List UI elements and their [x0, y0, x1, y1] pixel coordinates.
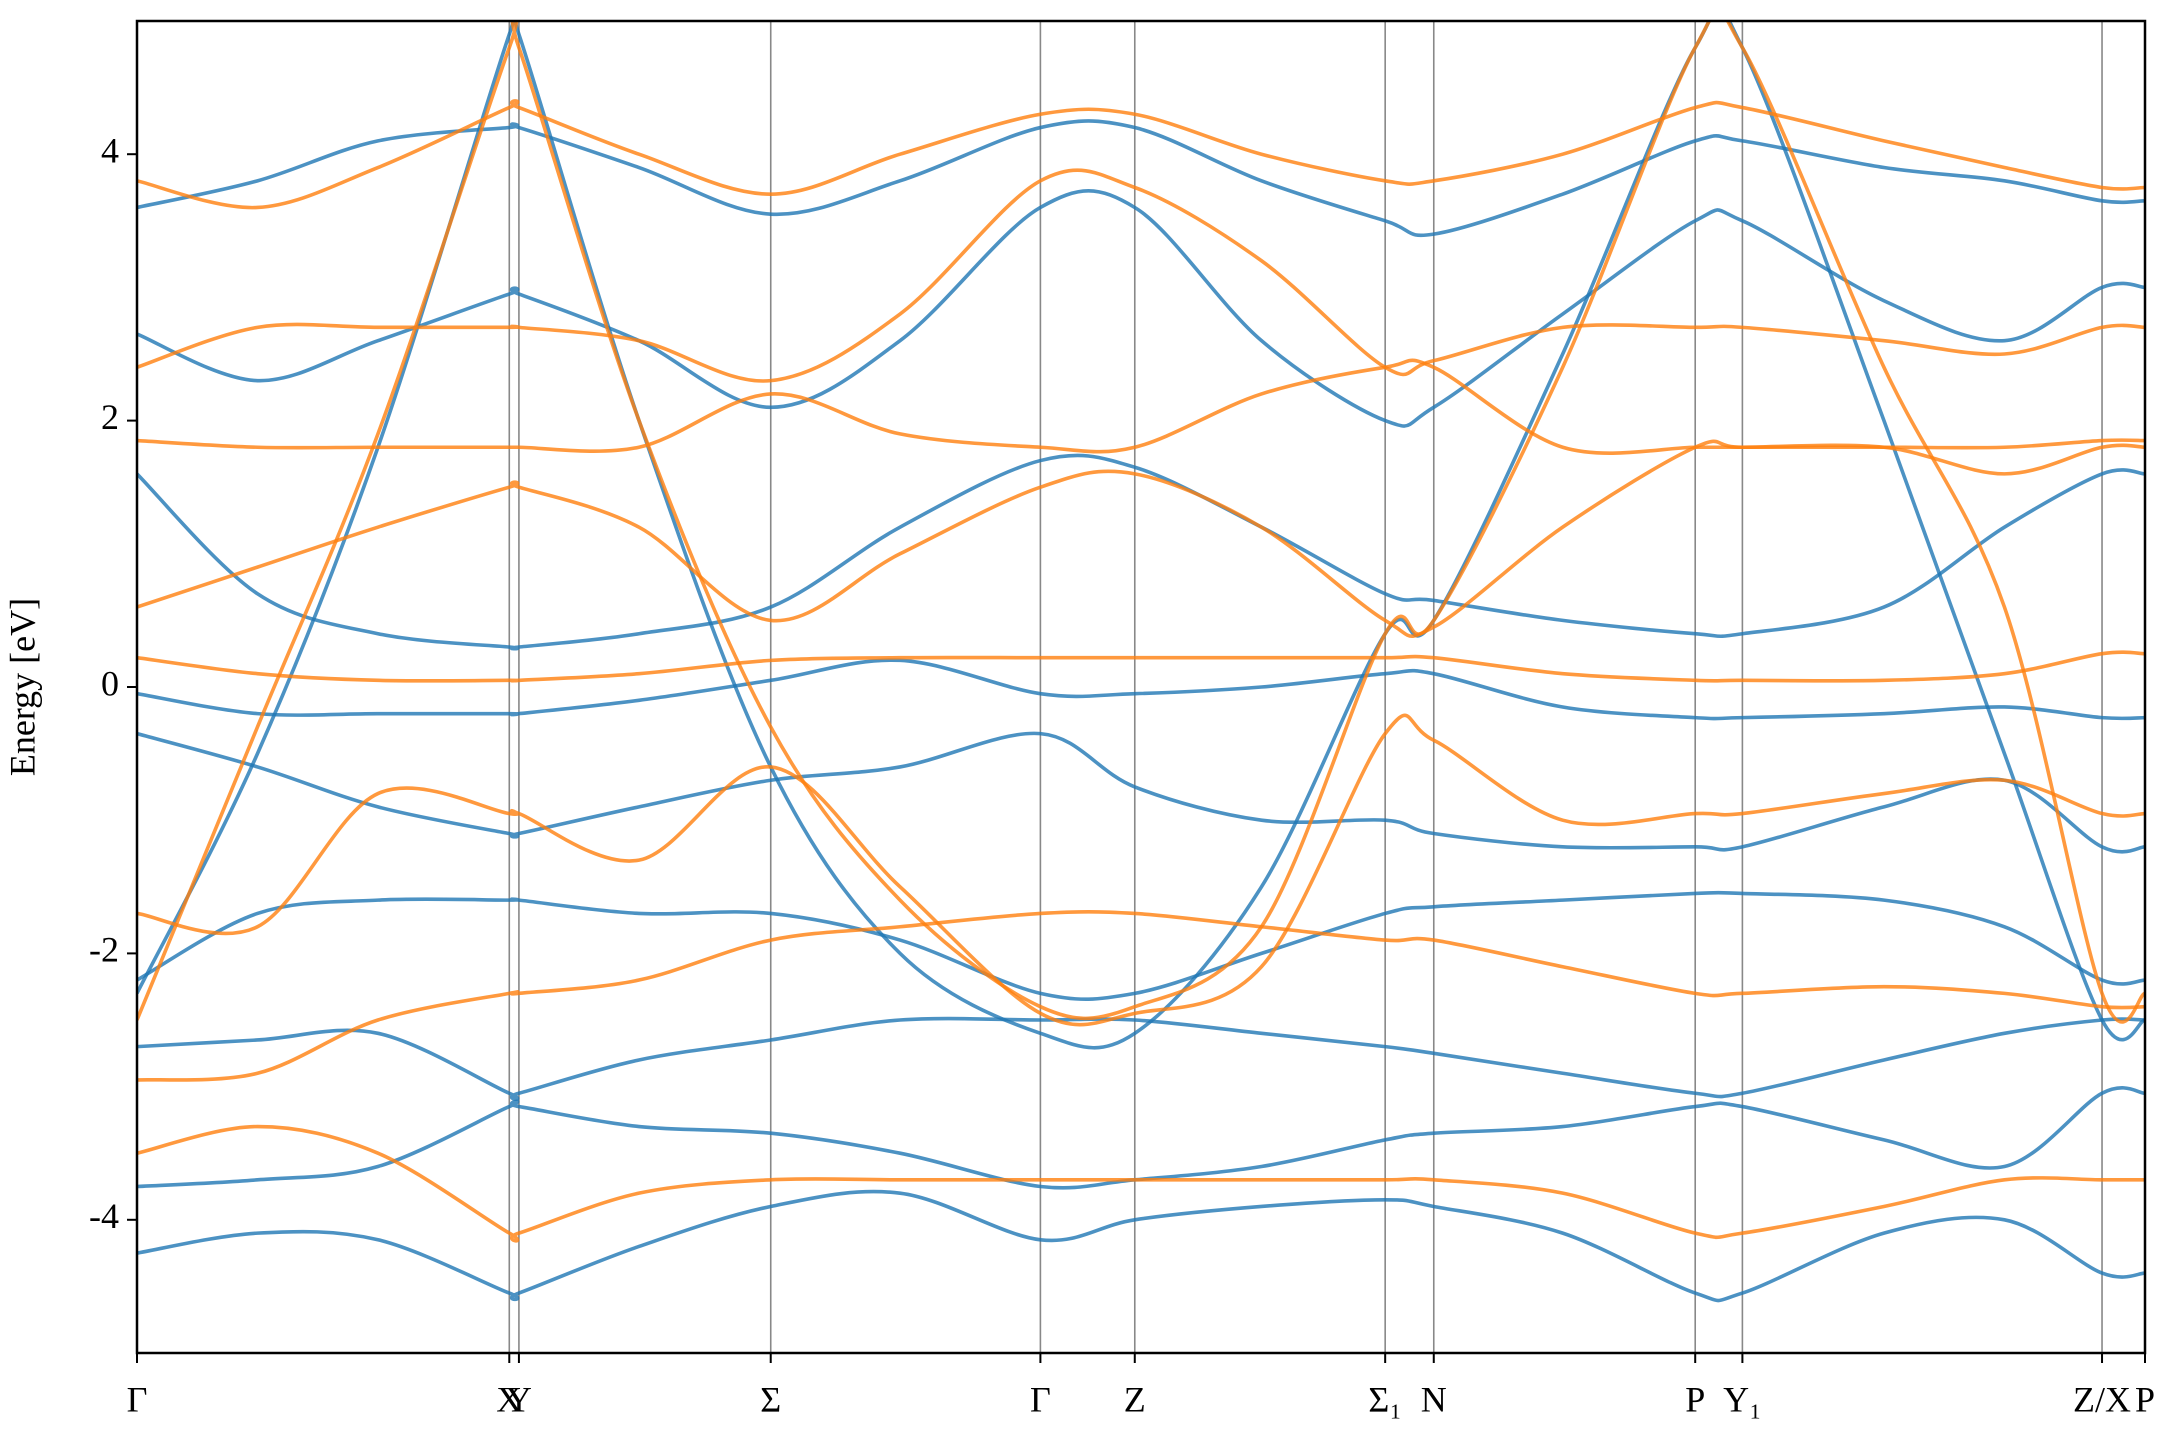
x-tick-label: Z/X — [2073, 1379, 2131, 1419]
y-tick-label: -4 — [89, 1196, 119, 1236]
band-line — [137, 909, 2145, 1082]
band-line — [137, 439, 2145, 638]
x-tick-label: Σ — [760, 1379, 781, 1419]
x-tick-label: Y — [506, 1379, 532, 1419]
band-line — [137, 189, 2145, 428]
band-line — [137, 731, 2145, 854]
band-line — [137, 713, 2145, 1027]
band-line — [137, 168, 2145, 383]
band-line — [137, 453, 2145, 651]
y-tick-label: 2 — [101, 397, 119, 437]
x-tick-label: Γ — [1030, 1379, 1051, 1419]
y-tick-label: -2 — [89, 930, 119, 970]
band-line — [137, 658, 2145, 721]
x-tick-label: Y₁ — [1723, 1379, 1762, 1419]
x-tick-label: N — [1421, 1379, 1447, 1419]
band-line — [137, 650, 2145, 683]
x-tick-label: Γ — [127, 1379, 148, 1419]
band-line — [137, 1189, 2145, 1303]
band-line — [137, 1086, 2145, 1190]
x-tick-label: Z — [1124, 1379, 1146, 1419]
band-line — [137, 99, 2145, 210]
x-tick-label: P — [1685, 1379, 1705, 1419]
y-tick-label: 4 — [101, 130, 119, 170]
x-tick-label: X — [496, 1379, 522, 1419]
x-tick-label: Σ₁ — [1368, 1379, 1402, 1419]
band-line — [137, 119, 2145, 238]
band-line — [137, 358, 2145, 455]
band-line — [137, 1016, 2145, 1101]
plot-frame — [135, 19, 2147, 1355]
bands — [137, 21, 2145, 1303]
x-tick-label: P — [2135, 1379, 2155, 1419]
y-tick-label: 0 — [101, 663, 119, 703]
band-line — [137, 21, 2145, 1024]
band-line — [137, 890, 2145, 1001]
band-line — [137, 21, 2145, 1050]
y-axis-label: Energy [eV] — [2, 598, 42, 776]
band-line — [137, 1124, 2145, 1243]
